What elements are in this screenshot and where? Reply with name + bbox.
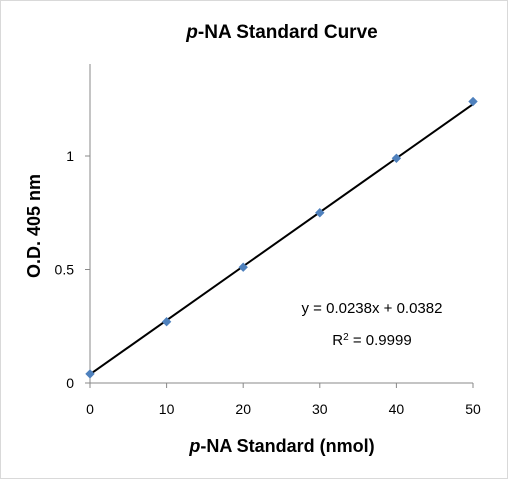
trendline-group bbox=[89, 103, 474, 376]
x-tick-label: 20 bbox=[235, 401, 251, 417]
trendline-equation: y = 0.0238x + 0.0382 bbox=[302, 300, 443, 317]
data-point bbox=[238, 262, 248, 272]
data-points bbox=[85, 96, 478, 379]
data-point bbox=[161, 317, 172, 327]
x-ticks: 0 10 20 30 40 50 bbox=[86, 383, 481, 417]
x-axis-title-rest: -NA Standard (nmol) bbox=[200, 436, 374, 456]
data-point bbox=[315, 208, 325, 218]
data-point bbox=[85, 369, 95, 379]
y-ticks: 00.51 bbox=[55, 148, 90, 391]
data-point bbox=[391, 153, 402, 163]
data-point bbox=[468, 96, 478, 107]
chart-title-italic: p bbox=[185, 22, 198, 43]
x-tick-label: 10 bbox=[159, 401, 175, 417]
r-squared-prefix: R bbox=[332, 332, 343, 349]
x-tick-label: 30 bbox=[312, 401, 328, 417]
x-axis-title-italic: p bbox=[188, 436, 200, 456]
y-tick-label: 1 bbox=[66, 148, 74, 164]
x-tick-label: 40 bbox=[389, 401, 405, 417]
r-squared-value: = 0.9999 bbox=[349, 332, 412, 349]
x-tick-label: 50 bbox=[465, 401, 481, 417]
chart-title-rest: -NA Standard Curve bbox=[198, 22, 378, 43]
chart-title: p-NA Standard Curve bbox=[185, 22, 377, 43]
y-tick-label: 0 bbox=[66, 375, 74, 391]
r-squared-exp: 2 bbox=[343, 332, 349, 343]
r-squared-label: R2 = 0.9999 bbox=[332, 332, 411, 350]
y-axis-title: O.D. 405 nm bbox=[24, 174, 44, 278]
x-tick-label: 0 bbox=[86, 401, 94, 417]
x-axis-title: p-NA Standard (nmol) bbox=[188, 436, 374, 456]
trendline bbox=[89, 103, 474, 376]
y-tick-label: 0.5 bbox=[55, 262, 75, 278]
